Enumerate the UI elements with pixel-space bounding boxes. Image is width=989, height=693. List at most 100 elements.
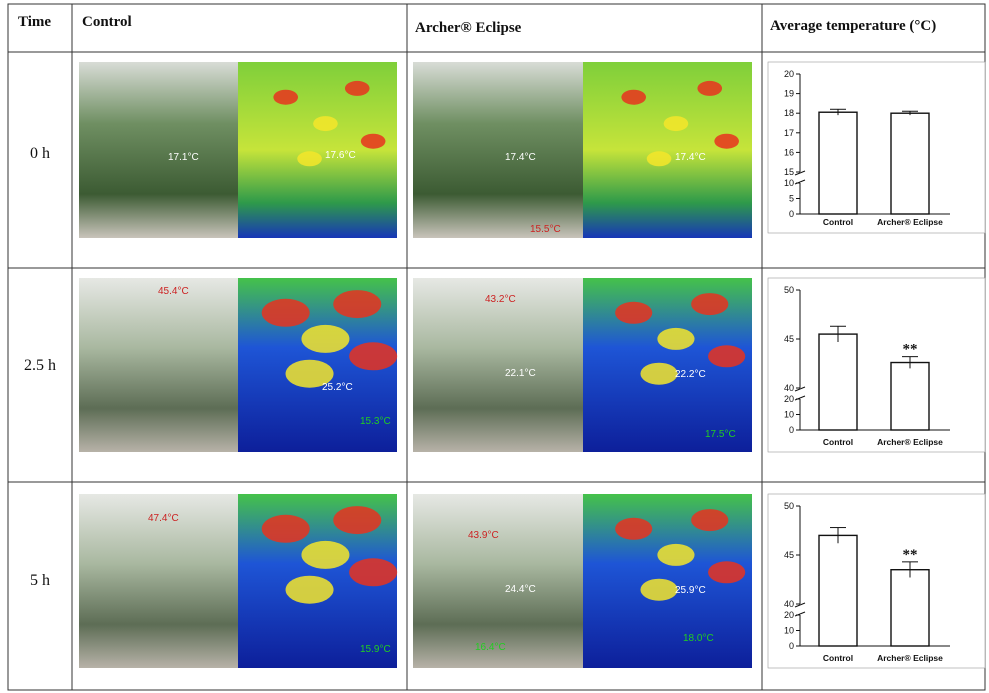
thermal-spot (285, 359, 334, 388)
temperature-reading: 45.4°C (158, 286, 189, 297)
y-tick-label: 5 (789, 194, 794, 204)
control-photo (79, 278, 238, 452)
x-tick-label: Archer® Eclipse (877, 437, 943, 447)
temperature-reading: 22.1°C (505, 368, 536, 379)
header-chart: Average temperature (°C) (770, 18, 936, 34)
thermal-spot (657, 543, 695, 566)
thermal-spot (691, 509, 729, 532)
control-thermal (238, 62, 397, 238)
y-tick-label: 0 (789, 209, 794, 219)
thermal-spot (615, 301, 653, 324)
y-tick-label: 16 (784, 147, 794, 157)
treatment-photo (413, 62, 583, 238)
y-tick-label: 10 (784, 410, 794, 420)
chart-frame (767, 61, 986, 234)
thermal-spot (301, 540, 350, 569)
temperature-reading: 15.5°C (530, 224, 561, 235)
y-tick-label: 45 (784, 334, 794, 344)
x-tick-label: Control (823, 437, 853, 447)
treatment-photo (413, 494, 583, 668)
axis-break (794, 602, 806, 608)
temperature-reading: 15.3°C (360, 416, 391, 427)
thermal-spot (708, 345, 746, 368)
temperature-reading: 17.4°C (505, 152, 536, 163)
bar (890, 112, 930, 215)
y-tick-label: 20 (784, 394, 794, 404)
y-tick-label: 20 (784, 69, 794, 79)
y-tick-label: 15 (784, 167, 794, 177)
x-tick-label: Archer® Eclipse (877, 217, 943, 227)
significance: ** (903, 342, 918, 358)
treatment-thermal (583, 62, 752, 238)
y-tick-label: 40 (784, 383, 794, 393)
temperature-reading: 17.5°C (705, 429, 736, 440)
header-time: Time (18, 14, 51, 30)
row-label: 2.5 h (24, 357, 56, 374)
thermal-spot (615, 517, 653, 540)
significance: ** (903, 547, 918, 563)
temperature-reading: 47.4°C (148, 513, 179, 524)
bar (818, 534, 858, 647)
temperature-reading: 24.4°C (505, 584, 536, 595)
temperature-reading: 22.2°C (675, 369, 706, 380)
y-tick-label: 45 (784, 550, 794, 560)
y-tick-label: 19 (784, 89, 794, 99)
thermal-spot (344, 80, 370, 96)
control-photo (79, 62, 238, 238)
treatment-photo (413, 278, 583, 452)
bar (818, 333, 858, 431)
y-tick-label: 0 (789, 425, 794, 435)
thermal-spot (333, 506, 382, 535)
axis-break (794, 170, 806, 176)
temperature-reading: 17.6°C (325, 150, 356, 161)
bar (890, 569, 930, 647)
y-tick-label: 10 (784, 626, 794, 636)
thermal-spot (714, 133, 739, 149)
thermal-spot (333, 290, 382, 319)
thermal-spot (261, 298, 310, 327)
thermal-spot (640, 578, 678, 601)
thermal-spot (349, 558, 398, 587)
y-tick-label: 0 (789, 641, 794, 651)
temperature-reading: 25.9°C (675, 585, 706, 596)
temperature-reading: 17.4°C (675, 152, 706, 163)
table-lines (7, 3, 986, 691)
bar (818, 111, 858, 215)
thermal-spot (621, 89, 646, 105)
row-label: 5 h (30, 572, 50, 589)
thermal-spot (297, 151, 322, 167)
x-tick-label: Control (823, 217, 853, 227)
thermal-spot (691, 293, 729, 316)
temperature-reading: 17.1°C (168, 152, 199, 163)
header-control: Control (82, 14, 132, 30)
temperature-reading: 18.0°C (683, 633, 714, 644)
chart-frame (767, 277, 986, 453)
x-tick-label: Control (823, 653, 853, 663)
bar (890, 361, 930, 431)
y-tick-label: 17 (784, 128, 794, 138)
thermal-spot (646, 151, 672, 167)
temperature-reading: 15.9°C (360, 644, 391, 655)
thermal-spot (273, 89, 299, 105)
y-tick-label: 50 (784, 285, 794, 295)
y-tick-label: 18 (784, 108, 794, 118)
thermal-spot (663, 116, 689, 132)
header-treatment: Archer® Eclipse (415, 20, 522, 36)
thermal-spot (697, 80, 723, 96)
temperature-reading: 43.2°C (485, 294, 516, 305)
thermal-spot (313, 116, 338, 132)
y-tick-label: 20 (784, 610, 794, 620)
control-photo (79, 494, 238, 668)
thermal-spot (261, 514, 310, 543)
thermal-spot (349, 342, 398, 371)
y-tick-label: 50 (784, 501, 794, 511)
thermal-spot (360, 133, 386, 149)
axis-break (794, 386, 806, 392)
y-tick-label: 40 (784, 599, 794, 609)
y-tick-label: 10 (784, 178, 794, 188)
x-tick-label: Archer® Eclipse (877, 653, 943, 663)
thermal-spot (285, 575, 334, 604)
temperature-reading: 43.9°C (468, 530, 499, 541)
temperature-reading: 25.2°C (322, 382, 353, 393)
